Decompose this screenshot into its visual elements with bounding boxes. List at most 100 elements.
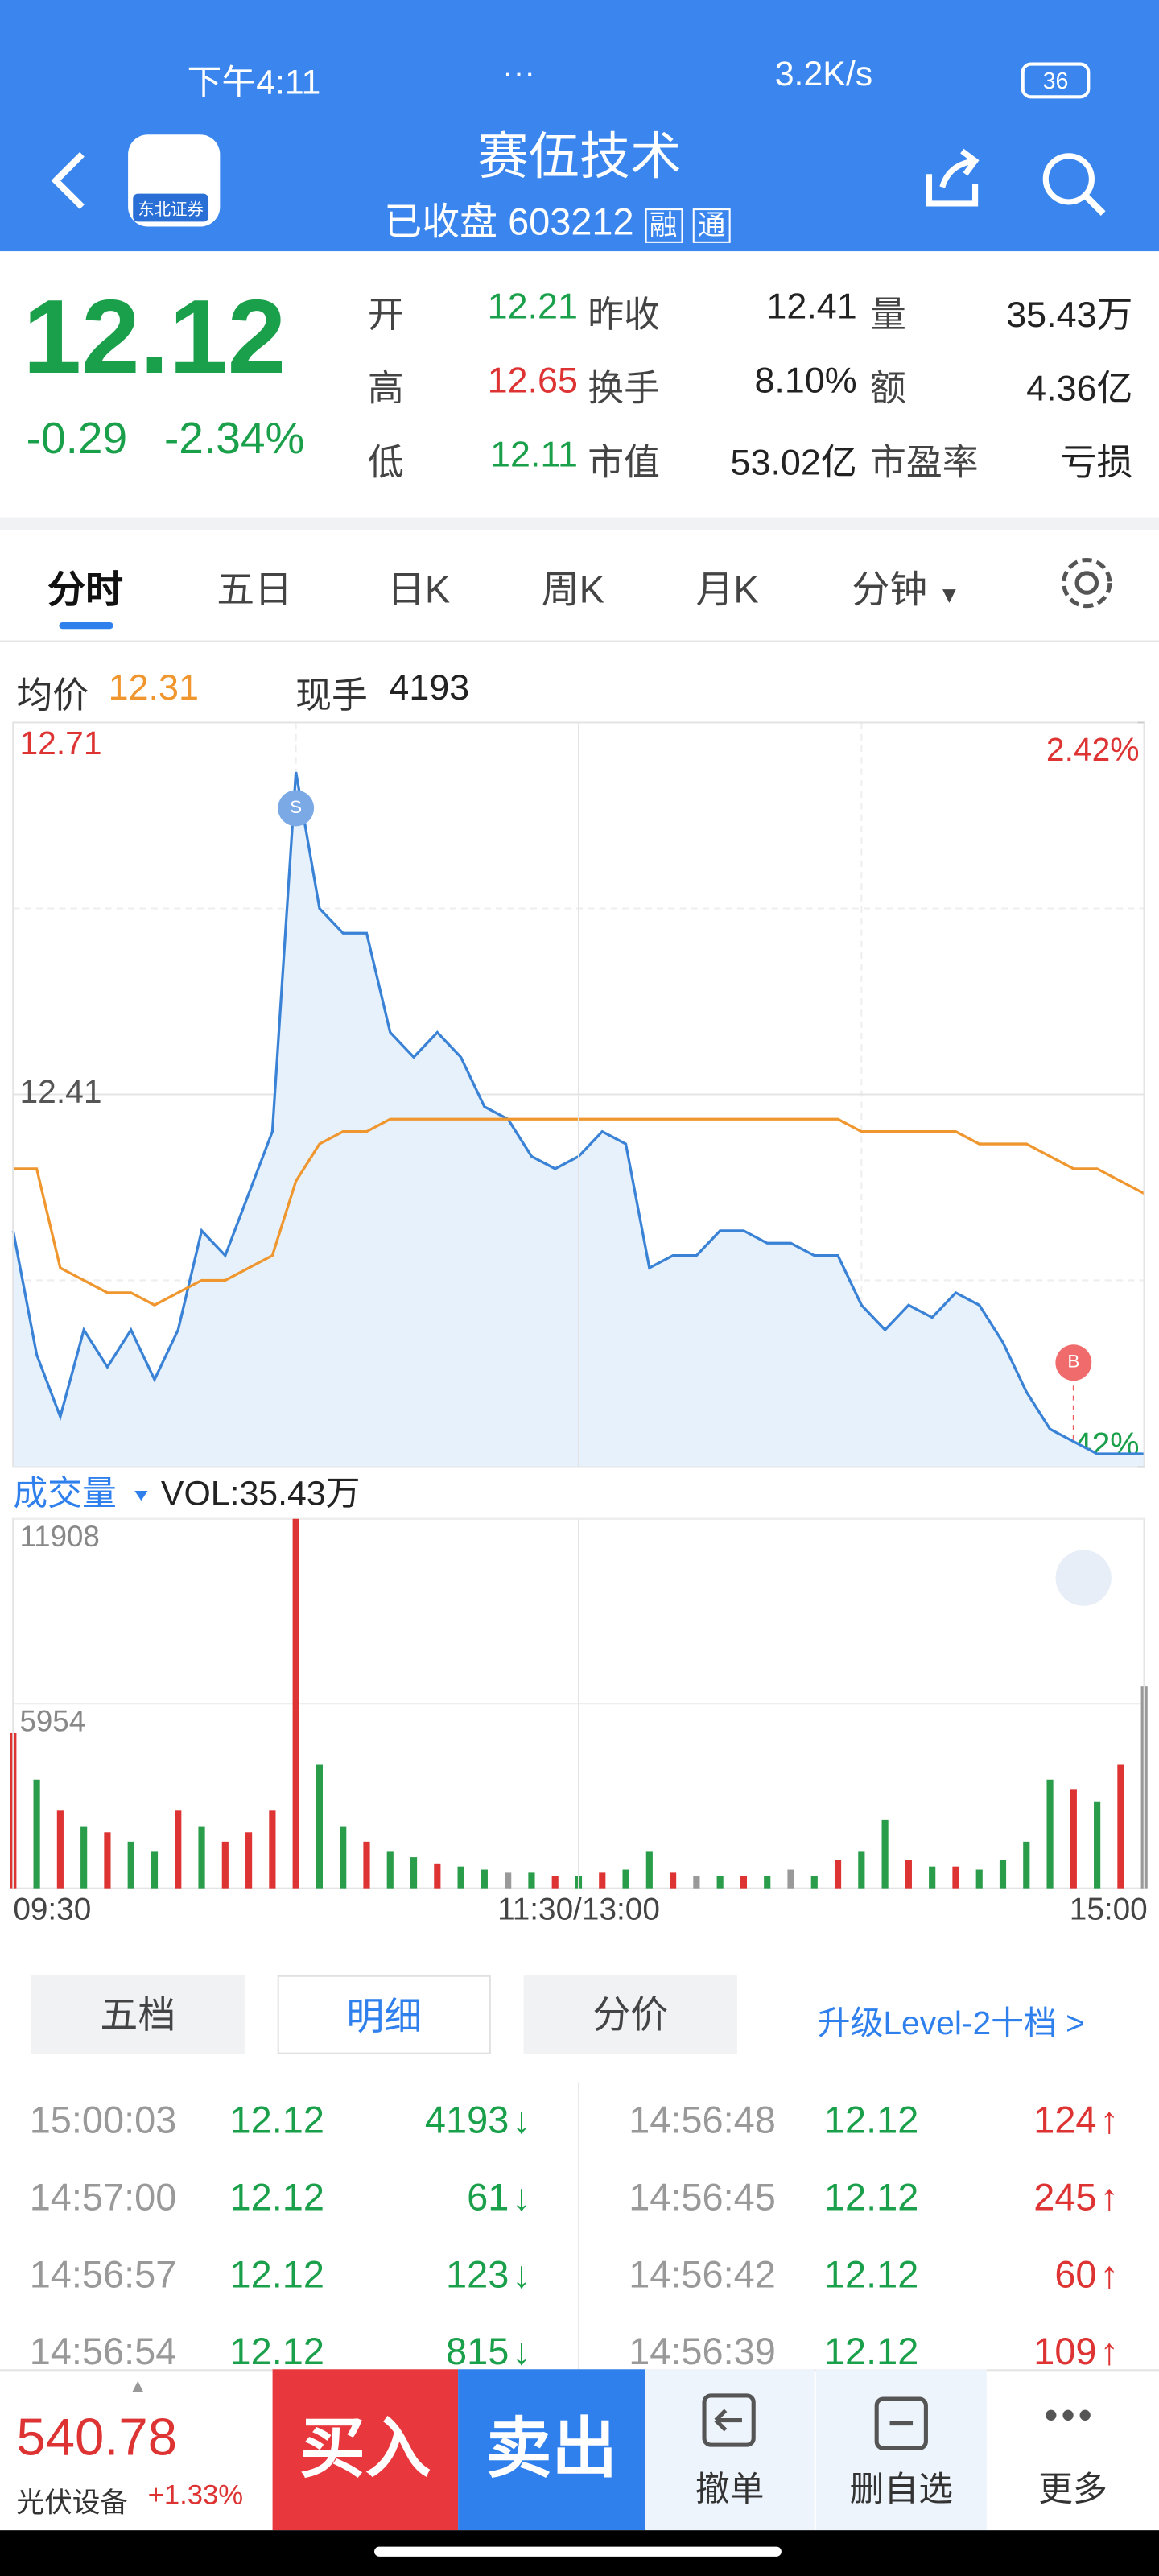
- stat-label: 昨收: [588, 294, 660, 336]
- trade-time: 14:56:39: [629, 2330, 776, 2373]
- volume-bar: [858, 1851, 865, 1889]
- volume-bar: [1094, 1801, 1101, 1889]
- index-value[interactable]: 540.78: [16, 2407, 178, 2467]
- more-button[interactable]: 更多: [1038, 2471, 1107, 2509]
- stock-code: 603212: [508, 200, 634, 243]
- expand-button[interactable]: [1055, 1550, 1112, 1606]
- trade-volume: 815: [446, 2330, 509, 2373]
- volume-bar: [104, 1832, 111, 1889]
- volume-bar: [151, 1851, 159, 1889]
- last-price: 12.12: [23, 277, 287, 396]
- divider: [0, 640, 1159, 642]
- share-button[interactable]: [919, 148, 985, 214]
- buy-marker-label: B: [1067, 1352, 1079, 1372]
- last-vol-value: 4193: [389, 667, 470, 708]
- trade-price: 12.12: [229, 2098, 324, 2141]
- stat-label: 低: [367, 441, 404, 483]
- y-tick-label: 5954: [19, 1704, 85, 1737]
- tab[interactable]: 日K: [387, 568, 451, 611]
- back-button[interactable]: [39, 148, 98, 214]
- stat-value: 12.65: [487, 359, 578, 401]
- trade-direction: ↑: [1099, 2330, 1120, 2373]
- stat-label: 换手: [588, 367, 660, 409]
- detail-tab[interactable]: 明细: [277, 1975, 491, 2054]
- detail-tab[interactable]: 分价: [523, 1975, 737, 2054]
- nav-bar: [0, 2530, 1159, 2576]
- upgrade-link[interactable]: 升级Level-2十档 >: [817, 2006, 1085, 2043]
- search-button[interactable]: [1037, 148, 1110, 221]
- volume-bar: [505, 1872, 512, 1889]
- y-tick-label: 11908: [19, 1520, 99, 1553]
- badge: 融: [644, 208, 683, 243]
- volume-bar: [175, 1810, 182, 1889]
- cancel-icon: [702, 2393, 756, 2447]
- volume-bar: [481, 1869, 488, 1889]
- stat-value: 53.02亿: [730, 441, 857, 483]
- volume-bar: [787, 1869, 794, 1889]
- volume-bar: [363, 1841, 370, 1889]
- dropdown-icon: [134, 1491, 148, 1501]
- divider: [0, 517, 1159, 530]
- sell-marker: [278, 790, 315, 827]
- volume-bar: [599, 1872, 606, 1889]
- trade-volume: 60: [1054, 2252, 1097, 2296]
- tab[interactable]: 月K: [695, 568, 759, 611]
- tab[interactable]: 周K: [541, 568, 604, 611]
- volume-bar: [269, 1810, 276, 1889]
- volume-bar: [410, 1857, 418, 1889]
- tab[interactable]: 分钟 ▼: [852, 568, 961, 611]
- volume-bar: [881, 1819, 889, 1889]
- x-tick-label: 15:00: [1070, 1892, 1148, 1926]
- volume-bar: [316, 1764, 324, 1889]
- trade-price: 12.12: [823, 2252, 919, 2296]
- trade-price: 12.12: [229, 2330, 324, 2373]
- volume-bar: [645, 1851, 653, 1889]
- volume-bar: [80, 1826, 88, 1889]
- stock-name: 赛伍技术: [477, 128, 682, 186]
- volume-bar: [386, 1851, 394, 1889]
- buy-button[interactable]: 买入: [272, 2369, 459, 2531]
- volume-bar: [1023, 1841, 1030, 1889]
- trade-time: 14:57:00: [29, 2175, 177, 2219]
- battery: 36: [1021, 62, 1091, 99]
- status-network: 3.2K/s: [774, 56, 873, 94]
- x-tick-label: 11:30/13:00: [497, 1892, 660, 1926]
- volume-bar: [764, 1876, 771, 1889]
- home-indicator: [374, 2546, 782, 2557]
- y2-tick-label: 2.42%: [1046, 731, 1140, 768]
- stock-sub: 已收盘 603212 融 通: [384, 191, 731, 246]
- sector-name: 光伏设备: [16, 2487, 129, 2519]
- trade-volume: 245: [1033, 2175, 1097, 2219]
- sell-button[interactable]: 卖出: [458, 2369, 645, 2531]
- trade-direction: ↑: [1099, 2252, 1120, 2296]
- cancel-button[interactable]: 撤单: [695, 2471, 765, 2509]
- volume-bar: [693, 1876, 700, 1889]
- volume-bar: [221, 1841, 229, 1889]
- trade-direction: ↑: [1099, 2098, 1120, 2141]
- volume-bar: [975, 1869, 983, 1889]
- market-status: 已收盘: [384, 200, 498, 243]
- buy-marker: [1055, 1344, 1092, 1381]
- trade-price: 12.12: [229, 2175, 324, 2219]
- logo-text: 东北证券: [133, 193, 209, 222]
- trade-direction: ↓: [512, 2098, 531, 2141]
- status-time: 下午4:11: [187, 64, 321, 102]
- volume-bar: [905, 1860, 912, 1889]
- delete-icon: [874, 2396, 928, 2450]
- tab[interactable]: 五日: [217, 568, 293, 611]
- delete-watch-button[interactable]: 删自选: [849, 2471, 954, 2509]
- tab[interactable]: 分时: [47, 568, 123, 611]
- price-change: -0.29: [26, 414, 128, 464]
- settings-button[interactable]: [1058, 553, 1116, 612]
- volume-bar: [551, 1876, 559, 1889]
- detail-tab[interactable]: 五档: [31, 1975, 245, 2054]
- trade-direction: ↓: [512, 2330, 531, 2373]
- tab-underline: [59, 622, 113, 630]
- volume-bar: [127, 1841, 134, 1889]
- volume-bar: [340, 1826, 347, 1889]
- stat-value: 35.43万: [1006, 294, 1133, 336]
- sell-marker-label: S: [290, 797, 302, 817]
- trade-direction: ↑: [1099, 2175, 1120, 2219]
